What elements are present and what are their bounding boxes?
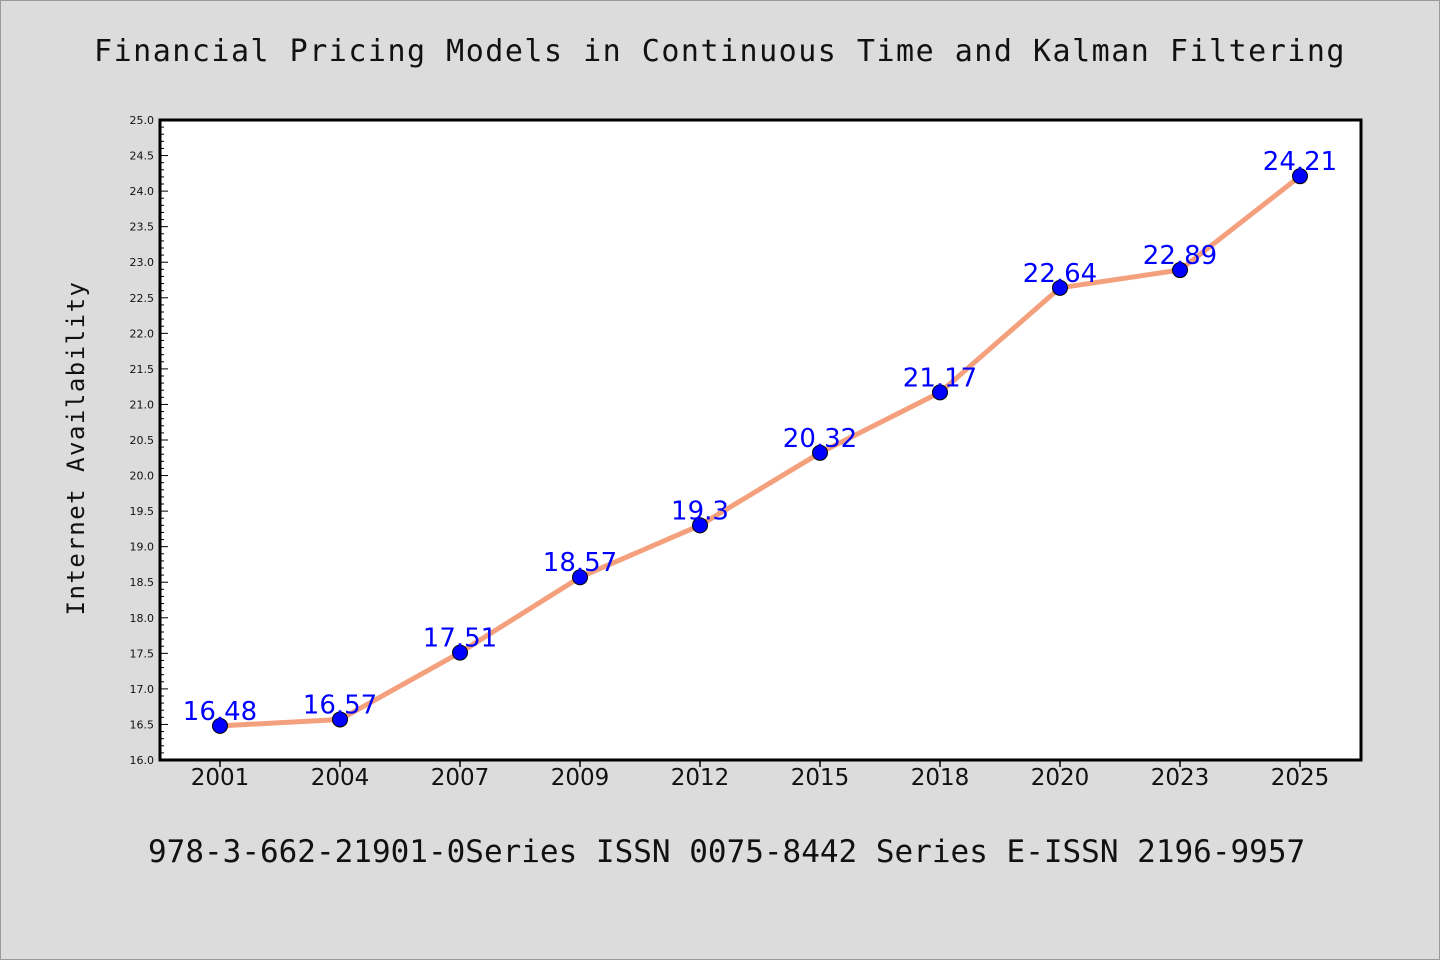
data-point: [572, 569, 588, 586]
data-point: [692, 517, 708, 534]
y-tick-label: 25.0: [130, 114, 155, 127]
data-label: 22.89: [1143, 241, 1217, 271]
y-tick-label: 21.0: [130, 398, 155, 411]
y-tick-label: 19.5: [130, 505, 155, 518]
data-point: [1172, 262, 1188, 279]
data-label: 22.64: [1023, 259, 1097, 289]
data-point: [452, 644, 468, 661]
y-tick-label: 24.0: [130, 185, 155, 198]
y-tick-label: 21.5: [130, 363, 155, 376]
y-tick-label: 23.0: [130, 256, 155, 269]
x-tick-label: 2025: [1271, 765, 1330, 791]
data-point: [1052, 279, 1068, 296]
y-tick-label: 24.5: [130, 150, 155, 163]
x-tick-label: 2020: [1031, 765, 1090, 791]
data-label: 24.21: [1263, 147, 1337, 177]
x-tick-label: 2018: [911, 765, 970, 791]
y-tick-label: 20.0: [130, 470, 155, 483]
y-tick-label: 22.5: [130, 292, 155, 305]
data-point: [332, 711, 348, 728]
x-tick-label: 2012: [671, 765, 730, 791]
y-tick-label: 23.5: [130, 221, 155, 234]
data-point: [812, 444, 828, 461]
plot-area: [158, 118, 1363, 762]
y-tick-label: 17.5: [130, 647, 155, 660]
data-label: 21.17: [903, 363, 977, 393]
data-point: [212, 717, 228, 734]
y-tick-label: 18.0: [130, 612, 155, 625]
y-tick-label: 22.0: [130, 327, 155, 340]
chart-title: Financial Pricing Models in Continuous T…: [94, 34, 1346, 69]
x-tick-label: 2001: [191, 765, 250, 791]
x-tick-label: 2015: [791, 765, 850, 791]
series-line: [217, 173, 1303, 729]
y-tick-label: 19.0: [130, 541, 155, 554]
x-tick-label: 2009: [551, 765, 610, 791]
x-tick-label: 2004: [311, 765, 370, 791]
data-label: 17.51: [423, 624, 497, 654]
y-tick-label: 16.0: [130, 754, 155, 767]
data-label: 19.3: [671, 496, 729, 526]
data-point: [932, 384, 948, 401]
data-label: 18.57: [543, 548, 617, 578]
x-tick-label: 2023: [1151, 765, 1210, 791]
y-tick-label: 20.5: [130, 434, 155, 447]
y-tick-label: 16.5: [130, 718, 155, 731]
x-tick-label: 2007: [431, 765, 490, 791]
data-label: 16.57: [303, 690, 377, 720]
data-point: [1292, 168, 1308, 185]
data-label: 16.48: [183, 697, 257, 727]
data-label: 20.32: [783, 424, 857, 454]
y-tick-label: 18.5: [130, 576, 155, 589]
y-tick-label: 17.0: [130, 683, 155, 696]
footer-text: 978-3-662-21901-0Series ISSN 0075-8442 S…: [148, 834, 1306, 870]
